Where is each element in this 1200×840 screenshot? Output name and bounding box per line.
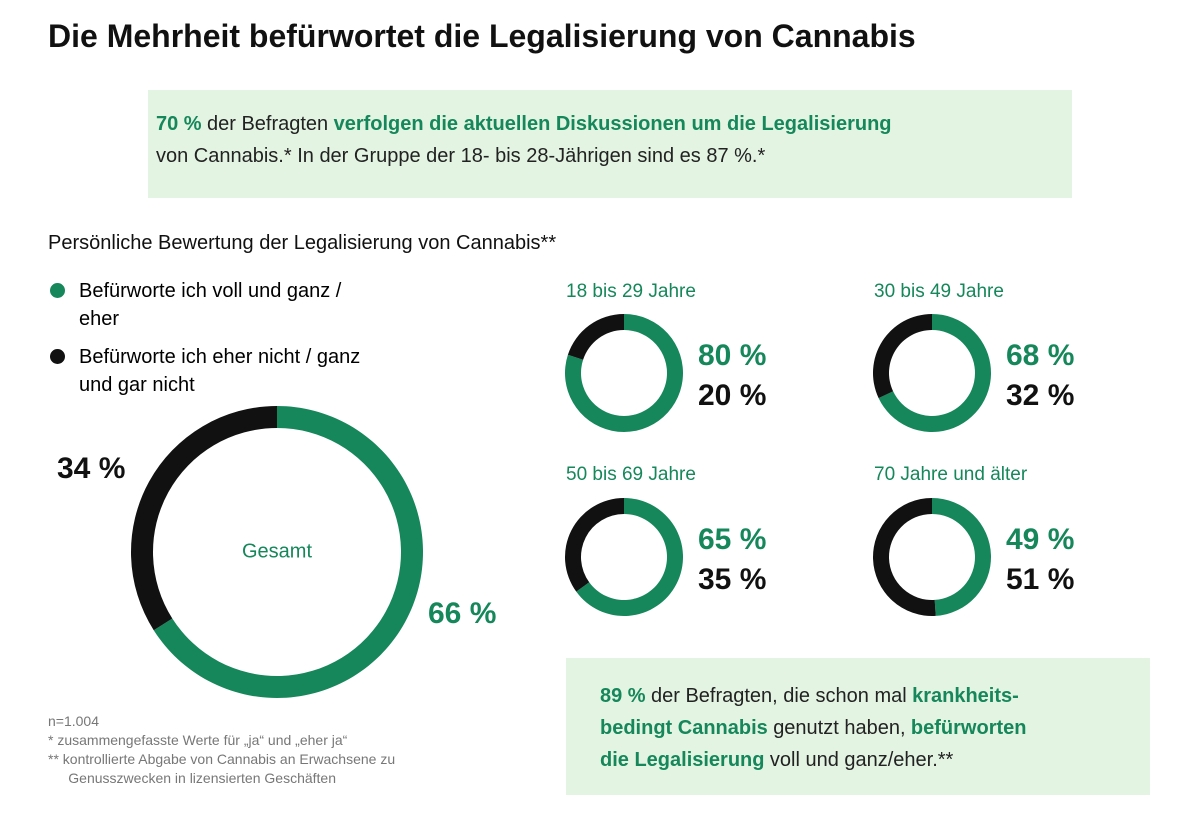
legend: Befürworte ich voll und ganz / eher Befür… bbox=[48, 277, 378, 409]
emphasis: 70 % bbox=[156, 113, 202, 135]
donut-segment bbox=[873, 498, 936, 616]
value-label: 66 % bbox=[428, 597, 496, 630]
value-label: 68 % bbox=[1006, 339, 1074, 372]
donut-segment bbox=[130, 406, 277, 631]
chart-title: Persönliche Bewertung der Legalisierung … bbox=[48, 232, 557, 254]
value-label: 35 % bbox=[698, 563, 766, 596]
title: Die Mehrheit befürwortet die Legalisieru… bbox=[48, 18, 916, 54]
emphasis: bedingt Cannabis bbox=[600, 717, 768, 739]
donut-segment bbox=[567, 314, 624, 360]
legend-item: Befürworte ich eher nicht / ganz und gar… bbox=[48, 343, 378, 399]
callout-line: von Cannabis.* In der Gruppe der 18- bis… bbox=[156, 140, 1072, 172]
value-label: 51 % bbox=[1006, 563, 1074, 596]
callout: 70 % der Befragten verfolgen die aktuellen… bbox=[148, 90, 1072, 198]
callout: 89 % der Befragten, die schon mal krankhei… bbox=[566, 658, 1150, 795]
emphasis: verfolgen die aktuellen Diskussionen um … bbox=[333, 113, 892, 135]
emphasis: die Legalisierung bbox=[600, 749, 765, 771]
center-label: Gesamt bbox=[242, 540, 312, 562]
value-label: 20 % bbox=[698, 379, 766, 412]
text: von Cannabis.* In der Gruppe der 18- bis… bbox=[156, 145, 766, 167]
value-label: 49 % bbox=[1006, 523, 1074, 556]
donut-segment bbox=[873, 314, 932, 399]
text: genutzt haben, bbox=[773, 717, 906, 739]
value-label: 34 % bbox=[57, 452, 125, 485]
footnotes: n=1.004 * zusammengefasste Werte für „ja“… bbox=[48, 712, 468, 788]
value-label: 32 % bbox=[1006, 379, 1074, 412]
footnote: n=1.004 bbox=[48, 713, 99, 729]
callout-line: 70 % der Befragten verfolgen die aktuellen… bbox=[156, 108, 1072, 140]
emphasis: krankheits- bbox=[912, 685, 1019, 707]
legend-label: Befürworte ich eher nicht / ganz und gar… bbox=[79, 346, 361, 396]
text: der Befragten bbox=[206, 113, 329, 135]
donut-segment bbox=[564, 498, 624, 592]
callout-line: bedingt Cannabis genutzt haben, befürworte… bbox=[600, 712, 1150, 744]
emphasis: befürworten bbox=[910, 717, 1027, 739]
text: der Befragten, die schon mal bbox=[650, 685, 907, 707]
chart-subtitle: 18 bis 29 Jahre bbox=[566, 281, 696, 302]
legend-label: Befürworte ich voll und ganz / eher bbox=[79, 280, 342, 330]
callout-line: 89 % der Befragten, die schon mal krankhei… bbox=[600, 680, 1150, 712]
legend-marker bbox=[50, 349, 65, 364]
legend-marker bbox=[50, 283, 65, 298]
footnote: ** kontrollierte Abgabe von Cannabis an … bbox=[48, 751, 396, 786]
value-label: 80 % bbox=[698, 339, 766, 372]
donut-segment bbox=[932, 498, 992, 616]
legend-item: Befürworte ich voll und ganz / eher bbox=[48, 277, 378, 333]
chart-subtitle: 30 bis 49 Jahre bbox=[874, 281, 1004, 302]
footnote: * zusammengefasste Werte für „ja“ und „e… bbox=[48, 732, 348, 748]
chart-subtitle: 70 Jahre und älter bbox=[874, 464, 1028, 485]
value-label: 65 % bbox=[698, 523, 766, 556]
emphasis: 89 % bbox=[600, 685, 646, 707]
chart-subtitle: 50 bis 69 Jahre bbox=[566, 464, 696, 485]
donut-segment bbox=[576, 498, 683, 616]
callout-line: die Legalisierung voll und ganz/eher.** bbox=[600, 744, 1150, 776]
text: voll und ganz/eher.** bbox=[769, 749, 954, 771]
